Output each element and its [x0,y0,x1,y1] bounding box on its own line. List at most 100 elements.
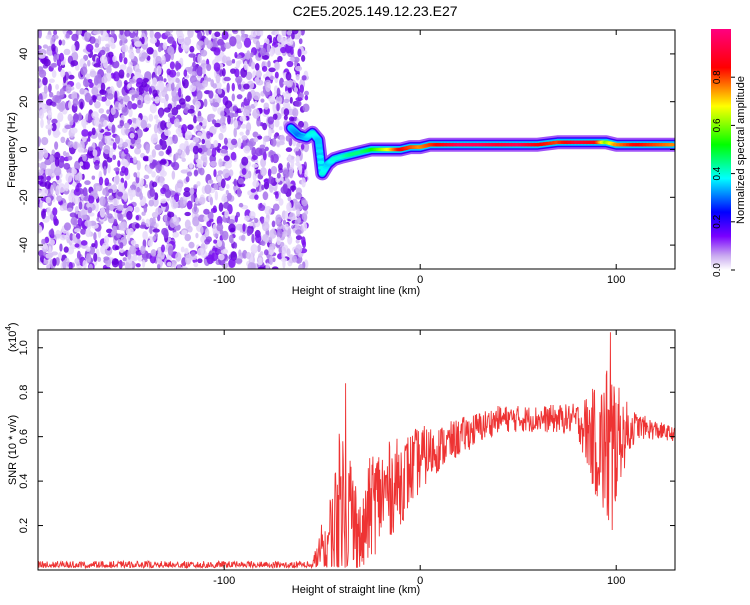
svg-text:(x104): (x104) [4,322,19,352]
noise-speck [250,244,258,254]
noise-speck [257,260,263,266]
noise-speck [204,238,211,245]
noise-speck [48,245,52,256]
noise-speck [295,244,303,254]
noise-speck [241,234,246,242]
noise-speck [149,37,157,44]
noise-speck [71,168,77,175]
spectrogram-y-ticks: -40 -20 0 20 40 [18,48,675,253]
noise-speck [154,144,162,151]
noise-speck [165,149,171,155]
noise-speck [242,223,246,232]
noise-speck [120,221,128,232]
noise-speck [67,155,73,161]
noise-speck [282,219,287,226]
noise-speck [87,137,91,142]
colorbar-label: Normalized spectral amplitude [735,76,747,224]
noise-speck [177,87,182,98]
noise-speck [214,122,221,128]
noise-speck [297,263,304,269]
noise-speck [74,243,80,248]
noise-speck [38,109,44,120]
noise-speck [221,30,229,40]
noise-speck [84,220,92,227]
noise-speck [71,33,79,42]
noise-speck [104,177,110,186]
noise-speck [164,31,171,36]
colorbar-tick-label: 0.0 [712,263,723,277]
noise-speck [222,55,228,64]
noise-speck [283,108,290,116]
noise-speck [219,229,224,236]
noise-speck [190,194,195,203]
noise-speck [258,204,266,212]
noise-speck [276,102,280,112]
noise-speck [61,39,66,46]
snr-panel: -100 0 100 0.2 0.4 0.6 0.8 1.0 Height of strai… [4,322,676,596]
noise-speck [227,115,231,125]
noise-speck [85,73,91,80]
noise-speck [228,234,234,244]
noise-speck [91,175,96,180]
noise-speck [71,91,78,101]
noise-speck [278,126,283,131]
noise-speck [268,127,272,138]
noise-speck [140,119,147,129]
noise-speck [250,188,257,193]
ridge-core [316,149,324,153]
noise-speck [82,122,87,131]
noise-speck [250,61,256,70]
noise-speck [203,208,210,215]
noise-speck [70,60,79,67]
noise-speck [136,77,144,85]
noise-speck [106,109,110,115]
noise-speck [264,146,269,152]
noise-speck [121,261,126,266]
noise-speck [136,142,142,149]
noise-speck [118,259,123,269]
noise-speck [261,54,269,60]
noise-speck [53,30,58,36]
noise-speck [285,135,291,142]
snr-multiplier-exp: 4 [4,326,13,331]
noise-speck [108,188,114,193]
noise-speck [94,162,100,170]
noise-speck [55,174,60,181]
noise-speck [294,146,300,152]
noise-speck [189,187,195,196]
noise-speck [156,253,163,263]
noise-speck [175,60,180,71]
noise-speck [79,87,85,95]
noise-speck [121,52,126,59]
noise-speck [236,94,243,100]
noise-speck [45,34,53,40]
noise-speck [160,244,166,253]
noise-speck [202,80,209,88]
noise-speck [141,36,145,45]
noise-speck [185,95,191,102]
noise-speck [86,43,94,53]
noise-speck [53,215,58,225]
noise-speck [197,40,204,46]
noise-speck [226,192,232,201]
noise-speck [52,257,57,267]
noise-speck [257,266,265,269]
noise-speck [221,68,226,77]
noise-speck [141,211,146,216]
noise-speck [155,164,162,174]
noise-speck [51,69,57,78]
noise-speck [63,222,72,231]
noise-speck [180,246,185,253]
noise-speck [227,218,236,225]
noise-speck [282,183,288,192]
noise-speck [158,108,164,118]
noise-speck [114,245,120,251]
noise-speck [130,239,137,246]
noise-speck [213,62,221,72]
noise-speck [288,212,296,221]
noise-speckle-layer [38,30,310,269]
noise-speck [294,201,301,209]
noise-speck [239,223,243,233]
noise-speck [95,73,102,84]
noise-speck [147,239,153,247]
